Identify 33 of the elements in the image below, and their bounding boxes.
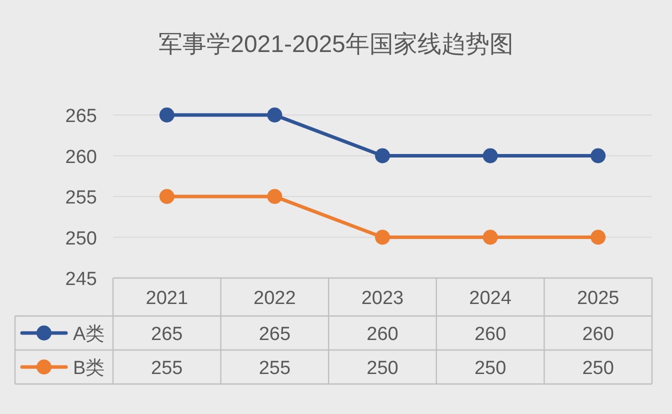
- x-tick-label: 2025: [576, 288, 620, 309]
- y-tick-label: 250: [65, 228, 97, 250]
- x-tick-label: 2022: [254, 288, 296, 309]
- point: [159, 108, 174, 122]
- data-label: 265: [151, 324, 183, 345]
- data-label: 255: [258, 358, 291, 379]
- y-tick-label: 245: [65, 269, 97, 290]
- point: [590, 148, 606, 164]
- y-tick-label: 260: [65, 146, 97, 168]
- point: [482, 230, 498, 245]
- x-tick-label: 2023: [361, 288, 404, 309]
- point: [267, 108, 282, 122]
- x-tick-label: 2021: [146, 288, 188, 309]
- data-label: 250: [582, 358, 614, 379]
- legend-label: B类: [73, 358, 105, 379]
- data-label: 260: [474, 324, 506, 345]
- y-tick-label: 255: [65, 188, 97, 208]
- point: [590, 230, 606, 245]
- data-label: 260: [366, 324, 398, 345]
- data-label: 260: [582, 324, 614, 345]
- y-tick-label: 265: [65, 106, 97, 127]
- data-label: 250: [474, 358, 506, 379]
- data-label: 265: [258, 324, 291, 345]
- chart-title: 军事学2021-2025年国家线趋势图: [158, 31, 514, 58]
- data-label: 250: [366, 358, 398, 379]
- legend-label: A类: [73, 324, 105, 345]
- point: [375, 148, 390, 164]
- point: [267, 189, 282, 204]
- point: [159, 189, 174, 204]
- x-tick-label: 2024: [469, 288, 512, 309]
- data-label: 255: [151, 358, 183, 379]
- point: [375, 230, 390, 245]
- point: [482, 148, 498, 164]
